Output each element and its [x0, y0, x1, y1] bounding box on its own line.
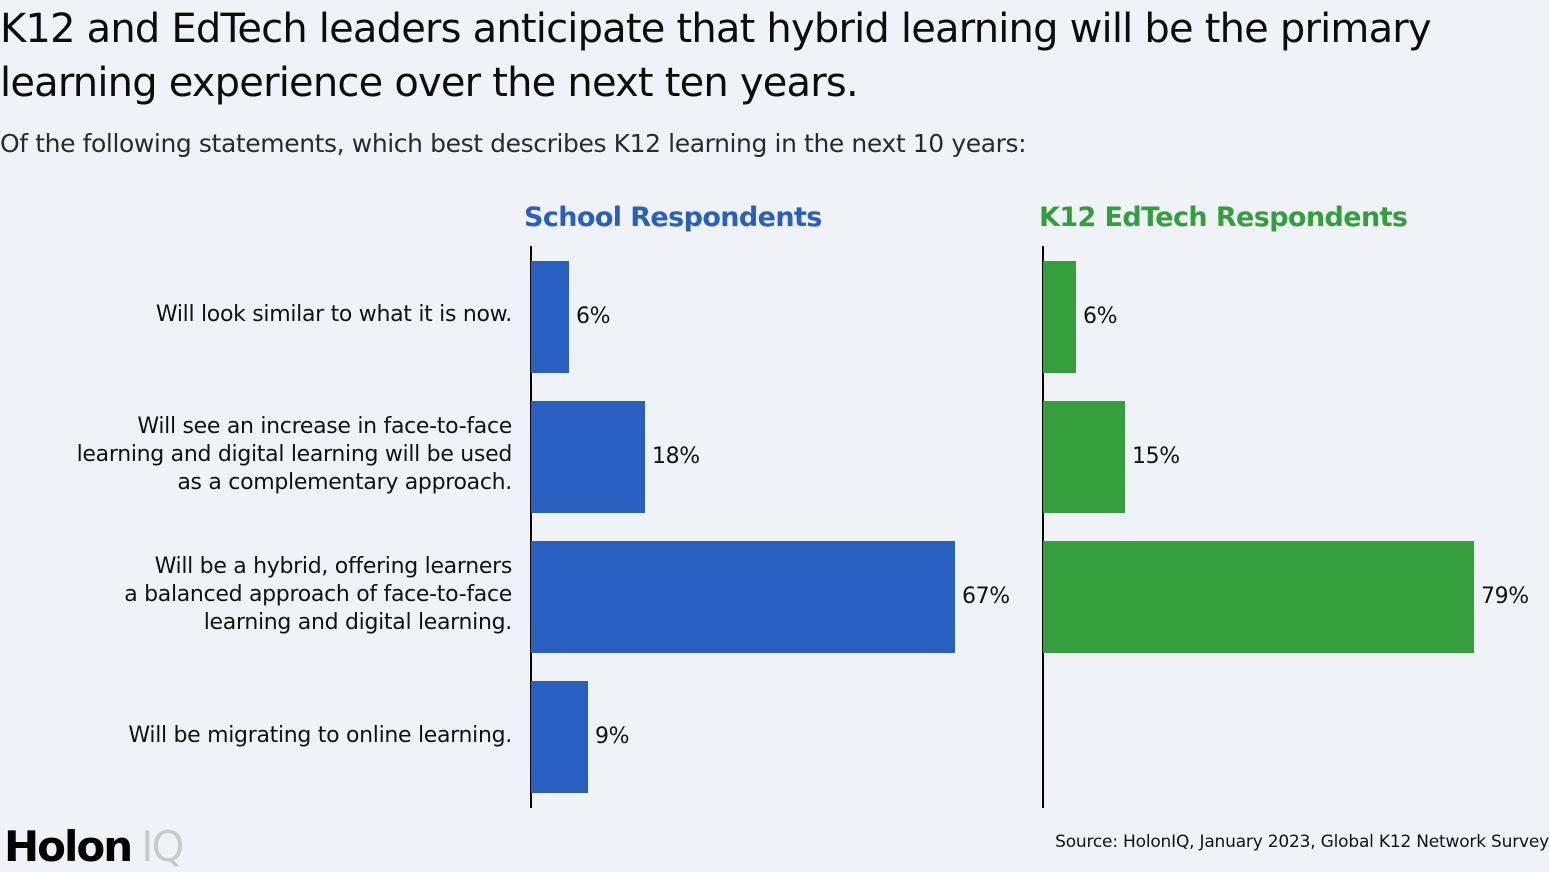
bar-value-label: 79%	[1481, 584, 1529, 609]
logo-holon-text: Holon	[4, 822, 133, 871]
school-panel-title: School Respondents	[524, 202, 822, 233]
bar-value-label: 9%	[595, 724, 630, 749]
bar-value-label: 18%	[652, 444, 700, 469]
bar	[1043, 401, 1125, 513]
chart-title: K12 and EdTech leaders anticipate that h…	[0, 6, 1432, 106]
bar	[531, 541, 955, 653]
bar-value-label: 6%	[1083, 304, 1118, 329]
bar	[1043, 261, 1076, 373]
source-note: Source: HolonIQ, January 2023, Global K1…	[1055, 832, 1549, 852]
bar	[531, 401, 645, 513]
category-label: Will see an increase in face-to-face lea…	[76, 414, 513, 495]
chart-subtitle: Of the following statements, which best …	[0, 129, 1027, 158]
category-label: Will be a hybrid, offering learners a ba…	[124, 554, 512, 635]
logo-iq-text: IQ	[141, 822, 184, 871]
bar	[1043, 541, 1474, 653]
bar-value-label: 15%	[1132, 444, 1180, 469]
bar-value-label: 67%	[962, 584, 1010, 609]
bar	[531, 261, 569, 373]
edtech-axis-line	[1042, 246, 1044, 808]
bar	[531, 681, 588, 793]
edtech-panel-title: K12 EdTech Respondents	[1039, 202, 1408, 233]
school-axis-line	[530, 246, 532, 808]
bar-value-label: 6%	[576, 304, 611, 329]
category-label: Will look similar to what it is now.	[155, 302, 512, 327]
holoniq-logo: Holon IQ	[4, 822, 185, 872]
category-label: Will be migrating to online learning.	[128, 723, 512, 748]
